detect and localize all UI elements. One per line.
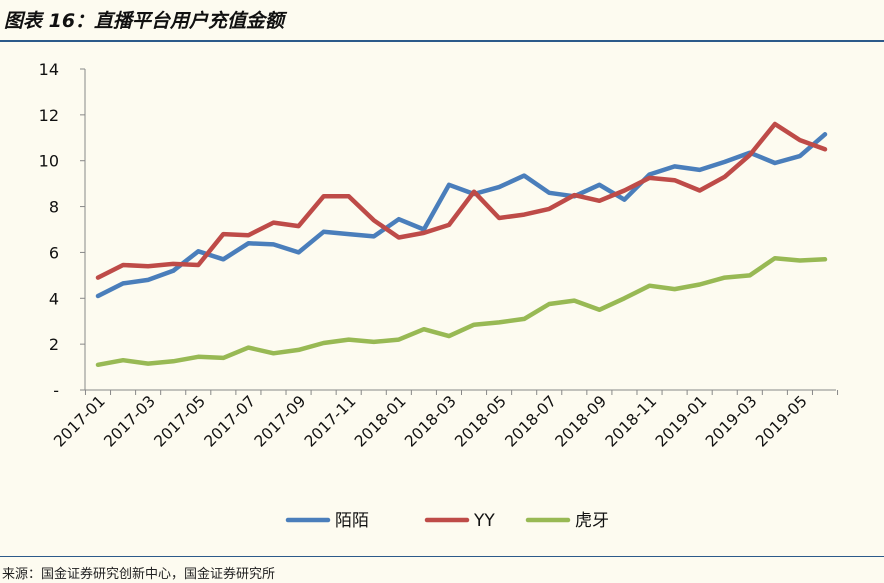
x-tick-label: 2018-03 (401, 392, 460, 451)
y-tick-label: 2 (49, 335, 59, 354)
x-tick-label: 2019-01 (652, 392, 711, 451)
x-tick-label: 2017-11 (301, 392, 360, 451)
chart-series (95, 121, 828, 368)
x-tick-label: 2017-01 (50, 392, 109, 451)
x-tick-label: 2017-09 (251, 392, 310, 451)
y-tick-label: 10 (39, 152, 59, 171)
x-tick-label: 2017-07 (201, 392, 260, 451)
x-tick-label: 2018-07 (502, 392, 561, 451)
figure-title: 图表 16：直播平台用户充值金额 (4, 10, 285, 32)
y-tick-label: 4 (49, 289, 59, 308)
x-tick-label: 2019-05 (752, 392, 811, 451)
chart-legend: 陌陌 YY 虎牙 (285, 511, 609, 531)
x-tick-label: 2018-01 (351, 392, 410, 451)
x-tick-label: 2017-03 (100, 392, 159, 451)
x-tick-label: 2017-05 (151, 392, 210, 451)
legend-label-momo: 陌陌 (335, 511, 369, 531)
y-tick-label: 8 (49, 198, 59, 217)
y-tick-label: 12 (39, 106, 59, 125)
line-chart: -24681012142017-012017-032017-052017-072… (39, 60, 839, 531)
series-line-yy (95, 121, 828, 280)
chart-axes: -24681012142017-012017-032017-052017-072… (39, 60, 839, 451)
top-rule (0, 40, 884, 42)
bottom-rule (0, 556, 884, 557)
y-tick-label: - (53, 381, 59, 400)
series-line-momo (95, 132, 828, 299)
x-tick-label: 2019-03 (702, 392, 761, 451)
x-tick-label: 2018-11 (602, 392, 661, 451)
legend-label-yy: YY (473, 511, 495, 531)
x-tick-label: 2018-09 (552, 392, 611, 451)
legend-label-huya: 虎牙 (575, 511, 609, 531)
x-tick-label: 2018-05 (451, 392, 510, 451)
y-tick-label: 14 (39, 60, 59, 79)
y-tick-label: 6 (49, 243, 59, 262)
series-line-huya (95, 255, 828, 368)
source-note: 来源：国金证券研究创新中心，国金证券研究所 (2, 567, 276, 582)
